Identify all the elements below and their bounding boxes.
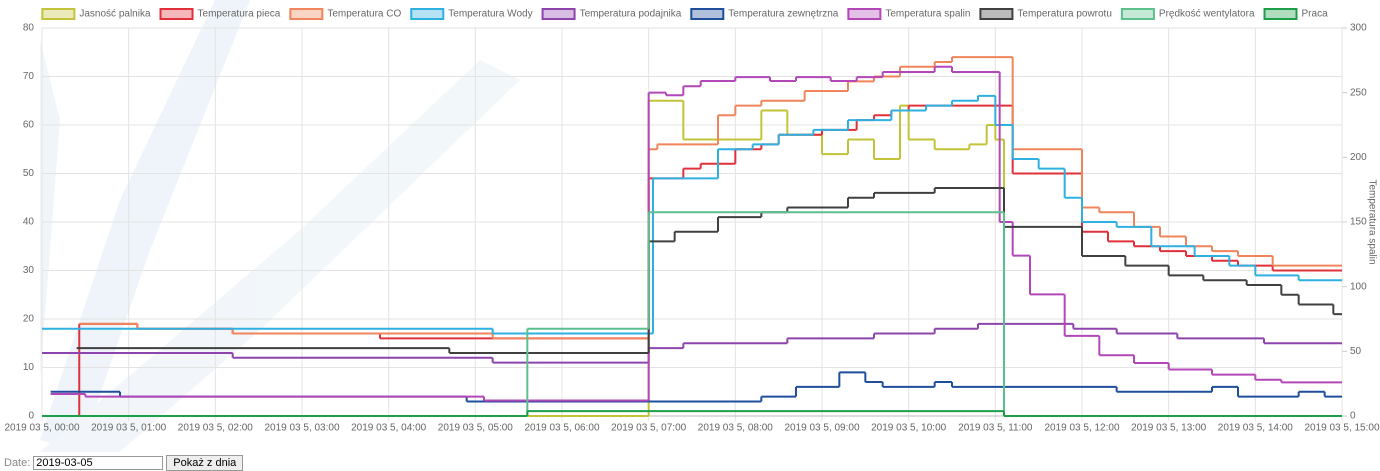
y2-tick-label: 200: [1350, 152, 1367, 163]
legend-label: Temperatura spalin: [885, 9, 970, 20]
x-tick-label: 2019 03 5, 05:00: [438, 423, 514, 434]
legend-swatch: [1265, 9, 1297, 19]
x-tick-label: 2019 03 5, 10:00: [871, 423, 947, 434]
y-tick-label: 60: [23, 120, 35, 131]
legend-swatch: [691, 9, 723, 19]
legend-label: Temperatura Wody: [448, 9, 532, 20]
y2-tick-label: 100: [1350, 281, 1367, 292]
y2-tick-label: 250: [1350, 87, 1367, 98]
y-tick-label: 40: [23, 217, 35, 228]
legend-swatch: [411, 9, 443, 19]
legend-label: Temperatura CO: [327, 9, 401, 20]
y2-tick-label: 0: [1350, 411, 1356, 422]
y-tick-label: 30: [23, 265, 35, 276]
x-tick-label: 2019 03 5, 12:00: [1044, 423, 1120, 434]
y-tick-label: 20: [23, 314, 35, 325]
legend-label: Praca: [1302, 9, 1329, 20]
legend-swatch: [980, 9, 1012, 19]
chart: Temperatura spalin 0 10 20 30 40 50 60 70 80 0 50 1…: [0, 0, 1380, 452]
x-tick-label: 2019 03 5, 06:00: [524, 423, 600, 434]
x-tick-label: 2019 03 5, 00:00: [4, 423, 80, 434]
legend-label: Prędkość wentylatora: [1159, 9, 1255, 20]
legend-label: Temperatura podajnika: [580, 9, 682, 20]
y-tick-label: 80: [23, 23, 35, 34]
x-tick-label: 2019 03 5, 15:00: [1304, 423, 1380, 434]
y2-tick-label: 50: [1350, 346, 1362, 357]
x-tick-label: 2019 03 5, 01:00: [91, 423, 167, 434]
y2-tick-label: 300: [1350, 23, 1367, 34]
series: [42, 411, 1342, 416]
page: Temperatura spalin 0 10 20 30 40 50 60 70 80 0 50 1…: [0, 0, 1380, 469]
legend: Jasność palnika Temperatura pieca Temperat…: [42, 9, 1328, 20]
series: [42, 101, 1342, 416]
legend-label: Temperatura powrotu: [1017, 9, 1112, 20]
y2-axis-title: Temperatura spalin: [1366, 179, 1377, 264]
x-tick-label: 2019 03 5, 07:00: [611, 423, 687, 434]
legend-swatch: [161, 9, 193, 19]
series: [51, 67, 1342, 401]
legend-swatch: [1122, 9, 1154, 19]
series: [51, 106, 1342, 416]
x-tick-label: 2019 03 5, 08:00: [698, 423, 774, 434]
y-tick-label: 50: [23, 168, 35, 179]
legend-label: Temperatura zewnętrzna: [728, 9, 838, 20]
y-tick-label: 70: [23, 71, 35, 82]
y2-tick-label: 150: [1350, 217, 1367, 228]
x-tick-label: 2019 03 5, 13:00: [1131, 423, 1207, 434]
y-tick-label: 0: [28, 411, 34, 422]
date-label: Date:: [4, 457, 30, 469]
legend-label: Jasność palnika: [79, 9, 151, 20]
y-tick-label: 10: [23, 362, 35, 373]
x-tick-label: 2019 03 5, 02:00: [178, 423, 254, 434]
x-tick-label: 2019 03 5, 03:00: [264, 423, 340, 434]
x-tick-label: 2019 03 5, 04:00: [351, 423, 427, 434]
legend-swatch: [42, 9, 74, 19]
legend-swatch: [543, 9, 575, 19]
legend-label: Temperatura pieca: [198, 9, 281, 20]
x-tick-label: 2019 03 5, 14:00: [1218, 423, 1294, 434]
legend-swatch: [290, 9, 322, 19]
legend-swatch: [848, 9, 880, 19]
x-tick-label: 2019 03 5, 11:00: [958, 423, 1033, 434]
x-tick-label: 2019 03 5, 09:00: [784, 423, 860, 434]
date-input[interactable]: [33, 456, 163, 470]
background-decoration: [40, 0, 520, 452]
